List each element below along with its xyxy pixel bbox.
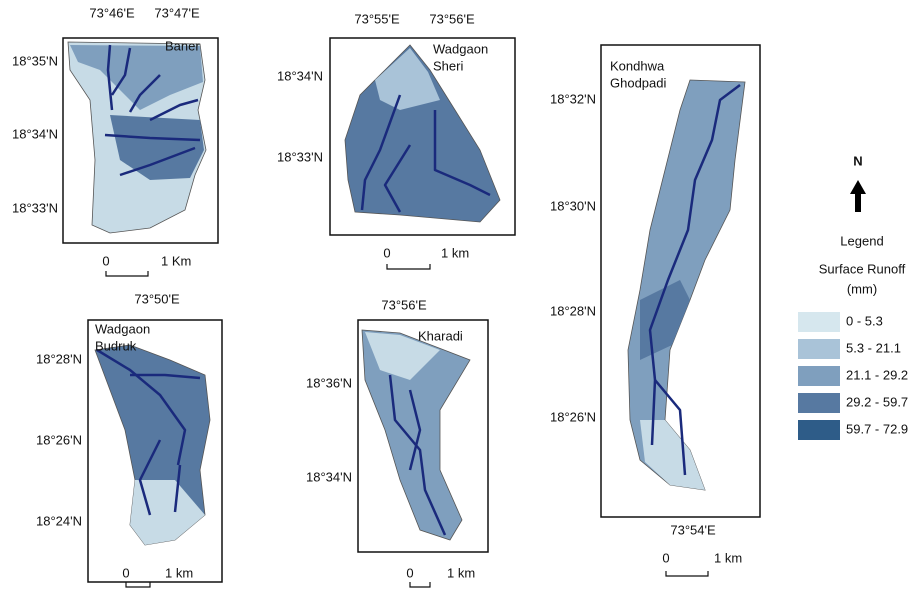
north-arrow: [850, 180, 866, 212]
scale-bar: [410, 582, 430, 587]
legend-title: Legend: [840, 233, 883, 248]
latitude-label: 18°26'N: [550, 409, 596, 424]
scale-label: 0: [406, 565, 413, 580]
map-name: Kharadi: [418, 328, 463, 343]
legend-swatch: [798, 420, 840, 440]
longitude-label: 73°56'E: [429, 11, 475, 26]
scale-label: 1 km: [714, 550, 742, 565]
map-name: Budruk: [95, 338, 137, 353]
legend-subtitle: Surface Runoff: [819, 261, 906, 276]
legend-label: 0 - 5.3: [846, 313, 883, 328]
longitude-label: 73°56'E: [381, 297, 427, 312]
longitude-label: 73°46'E: [89, 5, 135, 20]
map-name: Kondhwa: [610, 58, 665, 73]
longitude-label: 73°54'E: [670, 522, 716, 537]
latitude-label: 18°35'N: [12, 53, 58, 68]
latitude-label: 18°28'N: [36, 351, 82, 366]
scale-bar: [106, 271, 148, 276]
longitude-label: 73°47'E: [154, 5, 200, 20]
legend-swatch: [798, 312, 840, 332]
figure: Baner 73°46'E 73°47'E 18°35'N 18°34'N 18°33'N…: [0, 0, 921, 592]
scale-label: 1 Km: [161, 253, 191, 268]
latitude-label: 18°33'N: [277, 149, 323, 164]
legend-swatch: [798, 393, 840, 413]
latitude-label: 18°30'N: [550, 198, 596, 213]
scale-label: 0: [102, 253, 109, 268]
scale-label: 0: [122, 565, 129, 580]
latitude-label: 18°32'N: [550, 91, 596, 106]
north-label: N: [853, 153, 862, 168]
latitude-label: 18°34'N: [12, 126, 58, 141]
latitude-label: 18°33'N: [12, 200, 58, 215]
latitude-label: 18°24'N: [36, 513, 82, 528]
legend-label: 5.3 - 21.1: [846, 340, 901, 355]
legend-label: 59.7 - 72.9: [846, 421, 908, 436]
latitude-label: 18°34'N: [277, 68, 323, 83]
legend-label: 21.1 - 29.2: [846, 367, 908, 382]
map-name: Wadgaon: [95, 321, 150, 336]
scale-bar: [666, 571, 708, 576]
scale-label: 0: [662, 550, 669, 565]
latitude-label: 18°36'N: [306, 375, 352, 390]
latitude-label: 18°28'N: [550, 303, 596, 318]
map-name: Baner: [165, 38, 200, 53]
legend-label: 29.2 - 59.7: [846, 394, 908, 409]
longitude-label: 73°55'E: [354, 11, 400, 26]
map-name: Sheri: [433, 58, 463, 73]
scale-label: 1 km: [441, 245, 469, 260]
scale-label: 0: [383, 245, 390, 260]
latitude-label: 18°26'N: [36, 432, 82, 447]
map-name: Ghodpadi: [610, 75, 666, 90]
scale-bar: [387, 264, 430, 269]
latitude-label: 18°34'N: [306, 469, 352, 484]
scale-label: 1 km: [165, 565, 193, 580]
legend-swatch: [798, 366, 840, 386]
legend-subtitle: (mm): [847, 281, 877, 296]
map-name: Wadgaon: [433, 41, 488, 56]
legend-swatch: [798, 339, 840, 359]
longitude-label: 73°50'E: [134, 291, 180, 306]
scale-label: 1 km: [447, 565, 475, 580]
